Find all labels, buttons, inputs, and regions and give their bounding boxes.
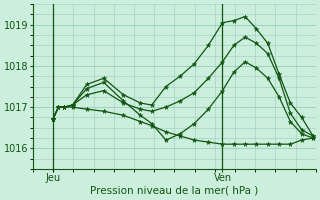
X-axis label: Pression niveau de la mer( hPa ): Pression niveau de la mer( hPa ) <box>90 186 259 196</box>
